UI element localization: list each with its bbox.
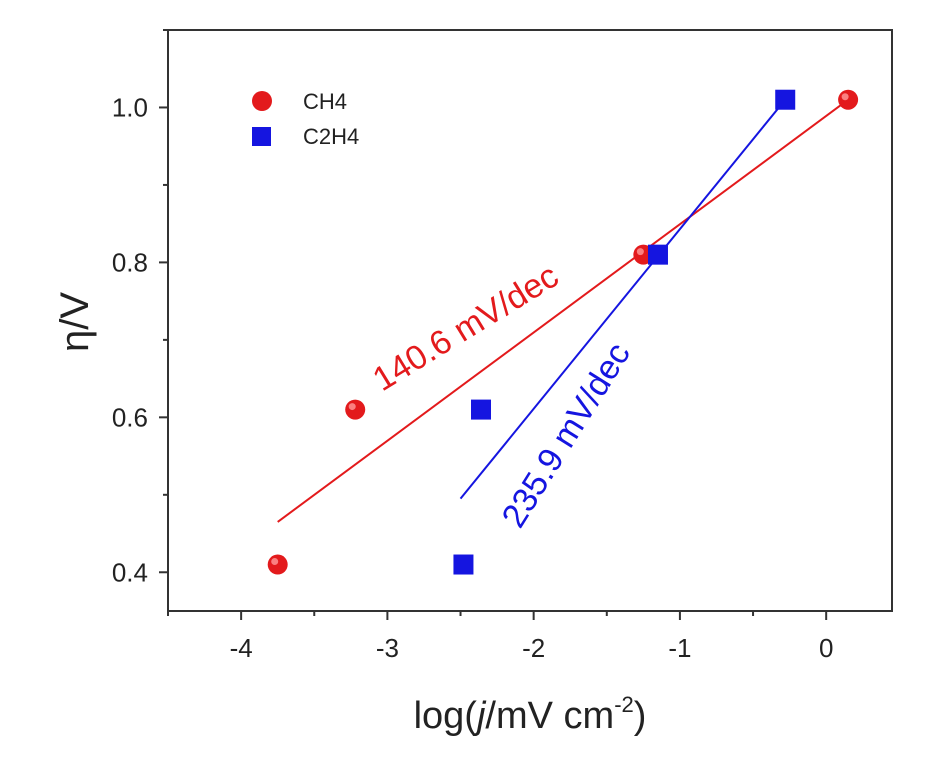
fit-line-c2h4: [459, 99, 787, 500]
x-axis-title-exponent: -2: [614, 692, 634, 717]
point-highlight-ch4: [271, 558, 279, 566]
slope-label-c2h4: 235.9 mV/dec: [495, 336, 638, 534]
point-highlight-ch4: [636, 248, 644, 256]
legend-label-c2h4: C2H4: [303, 124, 359, 149]
y-axis-title: η/V: [53, 292, 97, 352]
x-tick-label: -3: [376, 633, 399, 663]
y-tick-label: 0.4: [112, 557, 148, 587]
y-axis-ticks: 0.4 0.6 0.8 1.0: [112, 29, 168, 587]
data-points: [267, 89, 859, 575]
x-axis-title-prefix: log(: [414, 695, 478, 737]
point-c2h4: [647, 244, 668, 265]
x-tick-label: 0: [819, 633, 833, 663]
legend-item-c2h4: C2H4: [252, 124, 359, 149]
point-highlight-ch4: [841, 93, 849, 101]
y-tick-label: 0.8: [112, 247, 148, 277]
point-ch4: [345, 399, 366, 420]
point-c2h4: [471, 399, 492, 420]
legend-label-ch4: CH4: [303, 89, 347, 114]
y-tick-label: 1.0: [112, 92, 148, 122]
slope-label-ch4: 140.6 mV/dec: [366, 257, 565, 399]
x-tick-label: -1: [668, 633, 691, 663]
point-c2h4: [775, 89, 796, 110]
legend-marker-c2h4: [252, 127, 271, 146]
point-ch4: [267, 554, 288, 575]
y-tick-label: 0.6: [112, 402, 148, 432]
x-axis-title: log(j/mV cm-2): [414, 692, 647, 737]
plot-frame: [167, 29, 893, 612]
x-axis-title-unit: /mV cm: [485, 695, 614, 737]
point-highlight-ch4: [348, 403, 356, 411]
legend-marker-ch4: [252, 91, 272, 111]
x-tick-label: -4: [230, 633, 253, 663]
x-axis-ticks: -4 -3 -2 -1 0: [167, 611, 833, 663]
x-tick-label: -2: [522, 633, 545, 663]
fit-line-ch4: [277, 98, 849, 523]
point-c2h4: [453, 554, 474, 575]
legend-item-ch4: CH4: [252, 89, 347, 114]
point-ch4: [838, 89, 859, 110]
legend: CH4 C2H4: [252, 89, 359, 149]
fit-lines: [277, 98, 849, 523]
x-axis-title-close: ): [634, 695, 647, 737]
